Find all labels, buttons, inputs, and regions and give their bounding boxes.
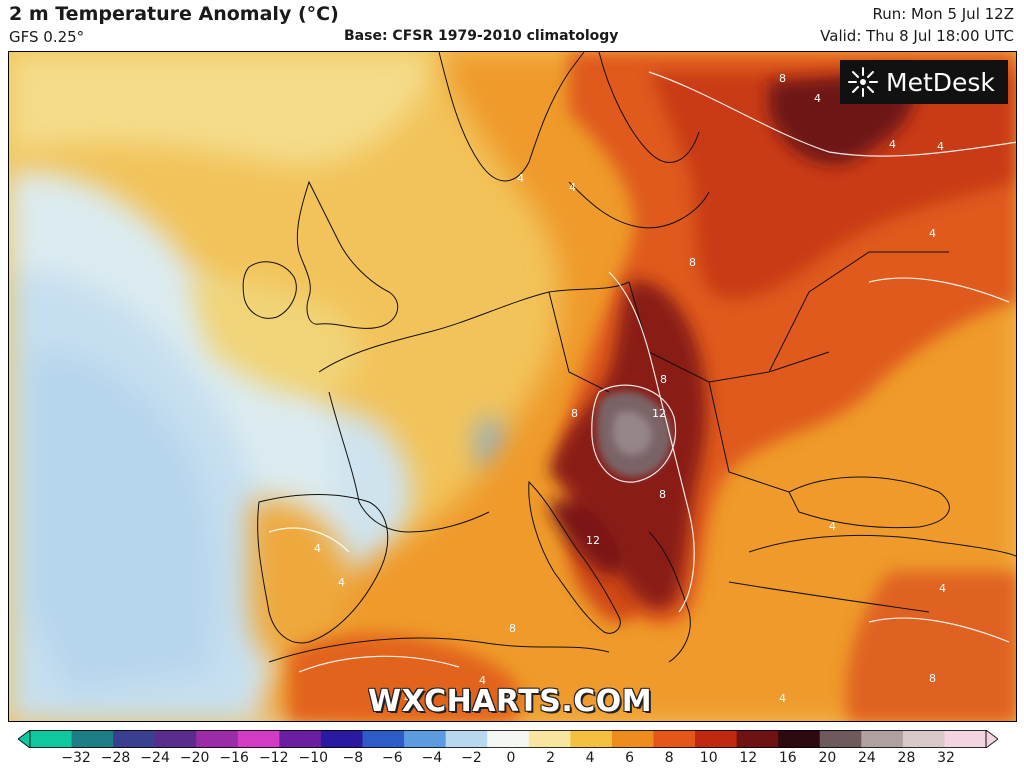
colorbar-segment [237,730,280,748]
colorbar-tick-label: −12 [258,750,289,766]
contour-label: 8 [659,488,666,501]
run-time-label: Run: Mon 5 Jul 12Z [872,5,1014,23]
colorbar-tick-label: 6 [625,750,635,766]
contour-label: 4 [314,542,321,555]
contour-label-group: 12 12 8 8 8 8 8 8 8 4 4 4 4 4 4 4 4 4 4 … [314,72,946,705]
contour-label: 8 [660,373,667,386]
colorbar-tick-label: 24 [857,750,876,766]
climatology-base-label: Base: CFSR 1979-2010 climatology [344,28,619,44]
colorbar-segment [611,730,654,748]
colorbar-segment [819,730,862,748]
contour-label: 4 [779,692,786,705]
contour-label: 8 [779,72,786,85]
contour-label: 4 [479,674,486,687]
colorbar-min-cap [18,730,31,748]
colorbar-tick-label: 8 [664,750,674,766]
anomaly-map-graphic: 12 12 8 8 8 8 8 8 8 4 4 4 4 4 4 4 4 4 4 … [9,52,1016,721]
colorbar-tick-label: −2 [461,750,482,766]
colorbar-segment [778,730,821,748]
contour-label: 4 [338,576,345,589]
contour-label: 4 [814,92,821,105]
colorbar-segment [902,730,945,748]
colorbar-frame [29,730,987,748]
colorbar-tick-label: −24 [140,750,170,766]
colorbar-segment [154,730,197,748]
contour-label: 4 [569,181,576,194]
colorbar-tick-label: 32 [937,750,955,766]
contour-label: 8 [509,622,516,635]
metdesk-logo: MetDesk [840,60,1008,104]
colorbar-segment [320,730,364,748]
contour-label: 12 [652,407,666,420]
anomaly-map: 12 12 8 8 8 8 8 8 8 4 4 4 4 4 4 4 4 4 4 … [8,51,1017,722]
colorbar-tick-labels: −32 −28 −24 −20 −16 −12 −10 −8 −6 −4 −2 0 2 4 6 8 10 12 16… [0,750,1024,772]
weak-warm-region [9,52,439,395]
colorbar-tick-label: 20 [818,750,837,766]
colorbar-segment [362,730,405,748]
colorbar-tick-label: 28 [897,750,916,766]
colorbar-segment [279,730,322,748]
valid-time-label: Valid: Thu 8 Jul 18:00 UTC [820,27,1014,45]
colorbar-segment [528,730,571,748]
map-title: 2 m Temperature Anomaly (°C) [9,3,339,25]
colorbar-tick-label: −10 [298,750,329,766]
colorbar-tick-label: −6 [382,750,403,766]
colorbar-segment [653,730,696,748]
contour-label: 4 [889,138,896,151]
colorbar [18,730,998,748]
colorbar-segment [30,730,73,748]
coastlines [242,52,1016,663]
colorbar-segment [570,730,613,748]
colorbar-tick-label: −16 [219,750,249,766]
colorbar-segment [196,730,239,748]
colorbar-tick-label: 16 [778,750,797,766]
contour-label: 4 [517,172,524,185]
colorbar-segment [736,730,779,748]
colorbar-tick-label: −28 [100,750,131,766]
colorbar-segment [404,730,447,748]
contour-label: 4 [939,582,946,595]
logo-text: MetDesk [886,67,995,97]
colorbar-segment [445,730,488,748]
contour-label: 8 [689,256,696,269]
chart-header: 2 m Temperature Anomaly (°C) GFS 0.25° B… [0,0,1024,50]
extreme-warm-core [596,391,672,478]
colorbar-tick-label: −32 [61,750,91,766]
colorbar-segment [71,730,114,748]
colorbar-tick-label: −20 [179,750,210,766]
colorbar-tick-label: 12 [739,750,758,766]
colorbar-tick-label: 0 [506,750,516,766]
colorbar-segment [695,730,738,748]
model-label: GFS 0.25° [9,28,85,46]
colorbar-tick-label: 10 [699,750,718,766]
contour-label: 8 [929,672,936,685]
contour-label: 8 [571,407,578,420]
contour-label: 4 [829,520,836,533]
colorbar-segment [861,730,904,748]
colorbar-tick-label: −4 [421,750,443,766]
contour-label: 12 [586,534,600,547]
colorbar-max-cap [985,730,998,748]
colorbar-tick-label: −8 [342,750,364,766]
colorbar-tick-label: 4 [585,750,595,766]
contour-label: 4 [937,140,944,153]
watermark: WXCHARTS.COM [368,684,653,719]
colorbar-segment [944,730,987,748]
colorbar-tick-label: 2 [546,750,555,766]
metdesk-burst-icon [848,67,878,97]
contour-label: 4 [404,692,411,705]
contour-label: 4 [929,227,936,240]
anomaly-contours [268,71,1016,673]
colorbar-segment [487,730,530,748]
colorbar-segment [113,730,156,748]
